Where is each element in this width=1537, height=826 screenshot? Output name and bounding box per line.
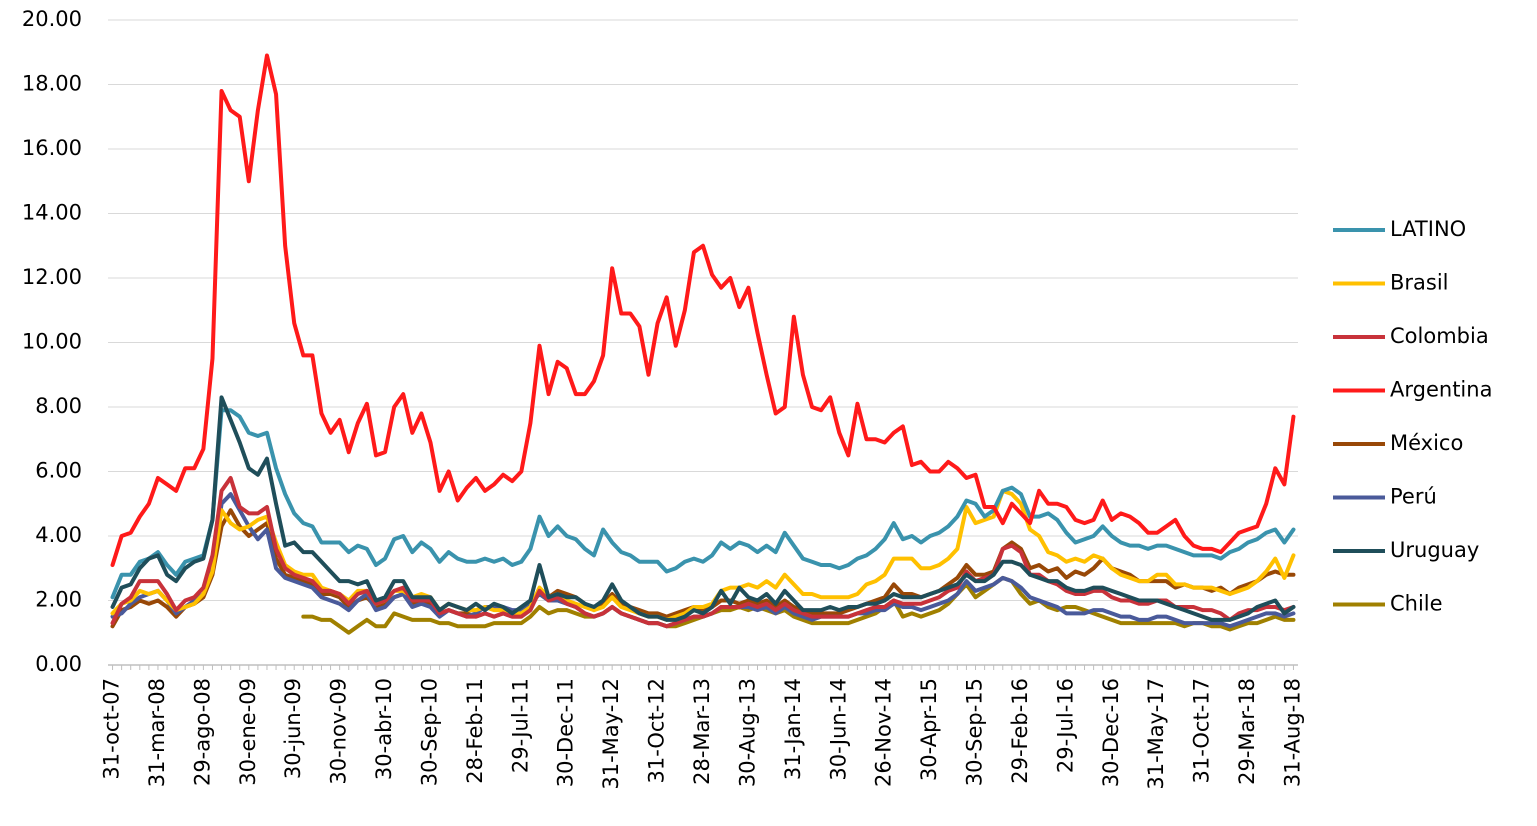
x-tick-label: 30-Apr-15 bbox=[917, 678, 941, 781]
x-tick-label: 30-ene-09 bbox=[236, 678, 260, 786]
legend-label: Brasil bbox=[1390, 271, 1449, 295]
series-line bbox=[110, 508, 1296, 629]
x-tick-label: 31-oct-07 bbox=[100, 678, 124, 780]
x-tick-label: 30-nov-09 bbox=[327, 678, 351, 785]
series-line bbox=[110, 53, 1296, 568]
series-line bbox=[110, 488, 1296, 622]
x-tick-label: 31-May-12 bbox=[599, 678, 623, 790]
series-line bbox=[110, 475, 1296, 629]
x-tick-label: 30-Aug-13 bbox=[735, 678, 759, 787]
y-tick-label: 20.00 bbox=[22, 7, 82, 31]
x-tick-label: 26-Nov-14 bbox=[872, 678, 896, 787]
y-tick-label: 18.00 bbox=[22, 72, 82, 96]
y-tick-label: 4.00 bbox=[35, 523, 82, 547]
y-tick-label: 12.00 bbox=[22, 265, 82, 289]
legend-label: Argentina bbox=[1390, 378, 1492, 402]
y-tick-label: 14.00 bbox=[22, 201, 82, 225]
y-tick-label: 2.00 bbox=[35, 588, 82, 612]
x-tick-label: 29-Jul-11 bbox=[508, 678, 532, 773]
x-tick-label: 28-Feb-11 bbox=[463, 678, 487, 784]
x-tick-label: 29-ago-08 bbox=[190, 678, 214, 786]
y-tick-label: 0.00 bbox=[35, 652, 82, 676]
x-tick-label: 30-Sep-15 bbox=[963, 678, 987, 786]
y-tick-label: 16.00 bbox=[22, 136, 82, 160]
legend-label: Perú bbox=[1390, 485, 1437, 509]
y-tick-label: 6.00 bbox=[35, 459, 82, 483]
legend-label: LATINO bbox=[1390, 217, 1466, 241]
y-tick-label: 10.00 bbox=[22, 330, 82, 354]
x-tick-label: 30-Dec-16 bbox=[1099, 678, 1123, 787]
x-tick-label: 31-Oct-12 bbox=[645, 678, 669, 784]
x-tick-label: 29-Mar-18 bbox=[1235, 678, 1259, 785]
legend-label: Colombia bbox=[1390, 324, 1489, 348]
x-tick-label: 31-mar-08 bbox=[145, 678, 169, 787]
y-tick-label: 8.00 bbox=[35, 394, 82, 418]
x-tick-label: 31-Oct-17 bbox=[1190, 678, 1214, 784]
x-tick-label: 31-May-17 bbox=[1144, 678, 1168, 790]
x-tick-label: 29-Jul-16 bbox=[1053, 678, 1077, 773]
x-tick-label: 30-Dec-11 bbox=[554, 678, 578, 787]
legend-label: Chile bbox=[1390, 592, 1443, 616]
x-tick-label: 31-Aug-18 bbox=[1280, 678, 1304, 787]
x-tick-label: 28-Mar-13 bbox=[690, 678, 714, 785]
series-line bbox=[110, 408, 1296, 600]
x-tick-label: 30-jun-09 bbox=[281, 678, 305, 779]
legend-label: México bbox=[1390, 431, 1463, 455]
series-line bbox=[110, 395, 1296, 622]
legend-label: Uruguay bbox=[1390, 538, 1479, 562]
series-line bbox=[301, 575, 1296, 635]
x-tick-label: 30-Sep-10 bbox=[417, 678, 441, 786]
x-tick-label: 30-Jun-14 bbox=[826, 678, 850, 781]
x-tick-label: 29-Feb-16 bbox=[1008, 678, 1032, 784]
x-tick-label: 30-abr-10 bbox=[372, 678, 396, 780]
x-tick-label: 31-Jan-14 bbox=[781, 678, 805, 780]
